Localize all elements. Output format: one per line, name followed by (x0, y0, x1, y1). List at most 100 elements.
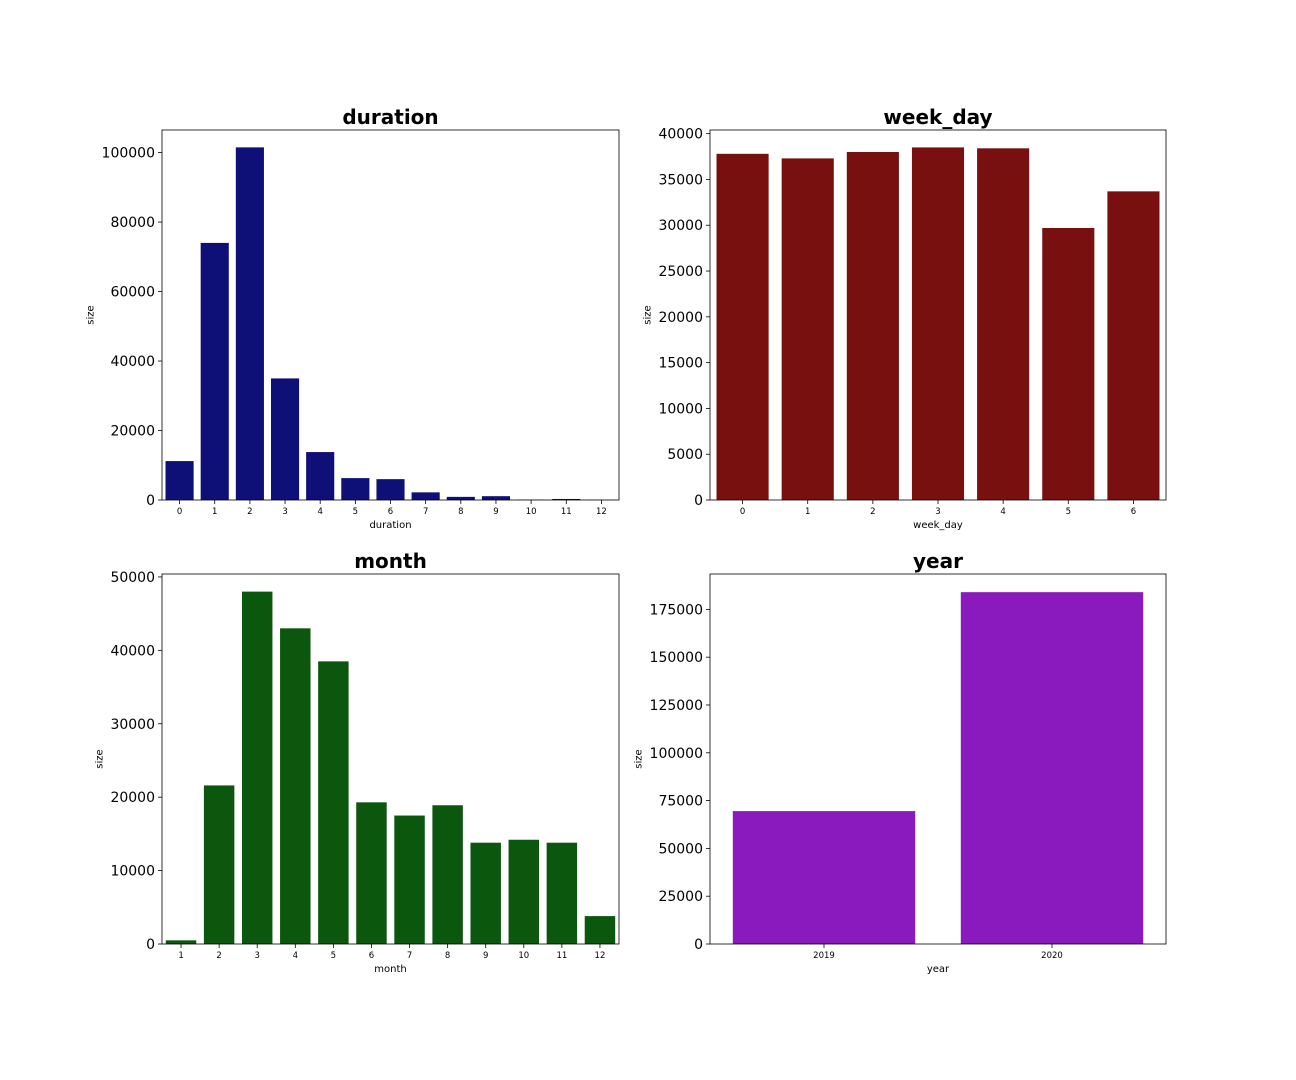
x-tick-label: 6 (369, 951, 374, 961)
chart-title: year (913, 549, 963, 573)
x-tick-label: 1 (805, 507, 810, 517)
x-tick-label: 0 (177, 507, 182, 517)
y-tick-label: 40000 (110, 354, 155, 370)
bar-5 (341, 478, 370, 500)
y-tick-label: 10000 (658, 401, 703, 417)
y-tick-label: 25000 (658, 889, 703, 905)
y-tick-label: 40000 (658, 127, 703, 143)
x-tick-label: 5 (1066, 507, 1071, 517)
chart-title: month (354, 549, 427, 573)
y-tick-label: 35000 (658, 172, 703, 188)
y-tick-label: 5000 (667, 447, 703, 463)
bar-3 (241, 591, 273, 944)
x-tick-label: 8 (445, 951, 450, 961)
y-tick-label: 40000 (110, 643, 155, 659)
x-tick-label: 5 (353, 507, 358, 517)
x-tick-label: 7 (423, 507, 428, 517)
bar-12 (584, 916, 616, 944)
bar-2 (203, 785, 235, 944)
y-tick-label: 150000 (650, 650, 703, 666)
y-tick-label: 20000 (110, 790, 155, 806)
bar-6 (376, 479, 405, 500)
bar-9 (481, 496, 511, 500)
bar-7 (411, 492, 440, 500)
x-tick-label: 12 (595, 951, 606, 961)
bar-1 (200, 242, 229, 500)
y-tick-label: 0 (146, 493, 155, 509)
x-tick-label: 1 (178, 951, 183, 961)
y-tick-label: 80000 (110, 215, 155, 231)
x-tick-label: 8 (458, 507, 463, 517)
x-tick-label: 6 (1131, 507, 1136, 517)
x-tick-label: 2019 (813, 951, 835, 961)
y-tick-label: 0 (694, 493, 703, 509)
chart-title: duration (342, 105, 438, 129)
x-tick-label: 3 (254, 951, 259, 961)
bar-4 (977, 148, 1030, 500)
bar-10 (508, 839, 540, 944)
x-axis-label: year (927, 964, 950, 975)
y-tick-label: 30000 (658, 218, 703, 234)
y-tick-label: 50000 (658, 841, 703, 857)
x-tick-label: 1 (212, 507, 217, 517)
y-tick-label: 50000 (110, 570, 155, 586)
y-tick-label: 0 (146, 937, 155, 953)
plot-frame (709, 573, 1167, 945)
y-tick-label: 0 (694, 937, 703, 953)
bar-11 (552, 498, 581, 500)
x-tick-label: 9 (483, 951, 488, 961)
plot-frame (161, 573, 620, 945)
x-tick-label: 7 (407, 951, 412, 961)
y-tick-label: 10000 (110, 864, 155, 880)
x-axis-label: duration (369, 520, 411, 531)
x-tick-label: 12 (596, 507, 607, 517)
y-axis-label: size (643, 305, 654, 324)
y-tick-label: 100000 (102, 146, 155, 162)
y-tick-label: 30000 (110, 717, 155, 733)
bar-8 (446, 496, 475, 500)
bar-11 (546, 842, 578, 944)
x-axis-label: week_day (913, 520, 963, 531)
chart-week-day: week_day05000100001500020000250003000035… (643, 105, 1167, 531)
bar-9 (470, 842, 501, 944)
y-tick-label: 100000 (650, 746, 703, 762)
x-tick-label: 2020 (1041, 951, 1063, 961)
bar-5 (318, 661, 349, 944)
bar-3 (270, 378, 300, 500)
x-tick-label: 2 (216, 951, 221, 961)
chart-year: year 0 25000 50000 75000 100000 125000 150000 17… (634, 549, 1167, 975)
bar-2 (235, 147, 264, 500)
y-tick-label: 175000 (650, 602, 703, 618)
bar-8 (432, 805, 463, 944)
x-axis-label: month (374, 964, 406, 975)
x-tick-label: 10 (526, 507, 537, 517)
bar-2019 (732, 811, 916, 944)
bar-7 (394, 815, 425, 944)
x-tick-label: 6 (388, 507, 393, 517)
bar-2020 (960, 592, 1144, 944)
x-tick-label: 0 (740, 507, 745, 517)
y-tick-label: 125000 (650, 698, 703, 714)
x-tick-label: 11 (556, 951, 567, 961)
bar-0 (716, 153, 769, 500)
y-axis-label: size (95, 749, 106, 768)
bar-0 (165, 461, 194, 500)
y-tick-label: 75000 (658, 794, 703, 810)
x-tick-label: 5 (331, 951, 336, 961)
y-axis-label: size (634, 749, 645, 768)
x-tick-label: 9 (493, 507, 498, 517)
bar-4 (306, 452, 335, 500)
y-tick-label: 20000 (658, 310, 703, 326)
y-tick-label: 60000 (110, 285, 155, 301)
bar-4 (280, 628, 311, 944)
x-tick-label: 3 (935, 507, 940, 517)
y-tick-label: 20000 (110, 424, 155, 440)
x-tick-label: 4 (1000, 507, 1005, 517)
y-tick-label: 15000 (658, 356, 703, 372)
x-tick-label: 3 (282, 507, 287, 517)
x-tick-label: 2 (247, 507, 252, 517)
x-tick-label: 11 (561, 507, 572, 517)
bar-6 (356, 802, 387, 944)
y-tick-label: 25000 (658, 264, 703, 280)
x-tick-label: 10 (518, 951, 529, 961)
